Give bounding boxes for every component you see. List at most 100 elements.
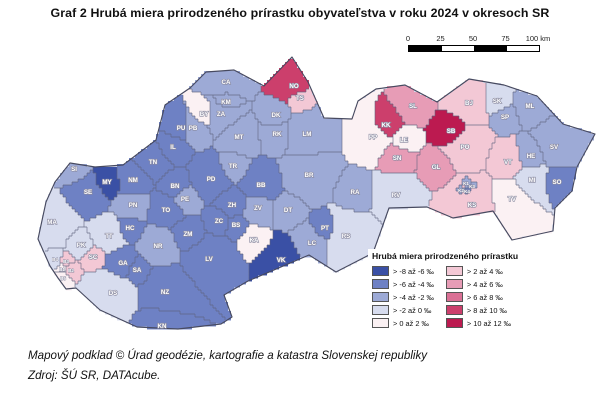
district-label-K2: K2 (458, 188, 464, 193)
page-title: Graf 2 Hrubá miera prirodzeného prírastk… (50, 6, 550, 20)
district-label-ML: ML (526, 103, 535, 110)
district-label-TO: TO (162, 207, 171, 214)
district-label-TN: TN (149, 159, 158, 166)
district-label-SB: SB (447, 128, 456, 135)
district-label-K1: K1 (463, 181, 469, 186)
legend-class-label: > 8 až 10 ‰ (466, 305, 507, 315)
district-label-KA: KA (250, 237, 259, 244)
district-label-IL: IL (170, 144, 176, 151)
district-label-RA: RA (351, 189, 360, 196)
scale-segment (441, 46, 474, 51)
district-label-LC: LC (308, 240, 317, 247)
district-label-PK: PK (77, 242, 86, 249)
source-note: Mapový podklad © Úrad geodézie, kartogra… (28, 346, 427, 385)
district-label-SV: SV (550, 144, 559, 151)
scale-segment (506, 46, 539, 51)
district-label-VT: VT (504, 159, 512, 166)
legend-item: > 4 až 6 ‰ (445, 279, 511, 289)
district-label-HC: HC (126, 225, 135, 232)
district-label-KS: KS (468, 202, 477, 209)
district-label-GL: GL (432, 164, 441, 171)
legend-swatch (445, 266, 463, 276)
district-label-TV: TV (508, 196, 517, 203)
district-label-B1: B1 (59, 267, 65, 272)
scale-tick-label: 100 km (525, 34, 551, 43)
district-label-ZC: ZC (215, 218, 224, 225)
legend-class-label: > -4 až -2 ‰ (393, 292, 434, 302)
district-label-TT: TT (105, 233, 113, 240)
legend-item: > 6 až 8 ‰ (445, 292, 511, 302)
legend-class-label: > -8 až -6 ‰ (393, 266, 434, 276)
district-label-K3: K3 (469, 184, 475, 189)
district-label-HE: HE (527, 153, 536, 160)
district-label-PE: PE (181, 196, 189, 203)
district-label-MA: MA (47, 219, 57, 226)
district-label-ZM: ZM (184, 231, 193, 238)
district-label-MY: MY (102, 179, 112, 186)
district-label-RK: RK (273, 131, 282, 138)
district-label-TR: TR (229, 163, 238, 170)
scale-segment (409, 46, 442, 51)
district-label-ZH: ZH (228, 202, 237, 209)
district-label-SL: SL (409, 103, 417, 110)
legend-swatch (372, 305, 389, 315)
legend-item: > -8 až -6 ‰ (372, 266, 434, 276)
legend-item: > 2 až 4 ‰ (445, 266, 511, 276)
district-label-B2: B2 (68, 268, 74, 273)
district-label-B4: B4 (52, 257, 58, 262)
legend-item: > 8 až 10 ‰ (445, 305, 511, 315)
scale-tick-label: 50 (468, 34, 478, 43)
district-label-ZV: ZV (254, 205, 263, 212)
scale-bar: 0 25 50 75 100 km (405, 34, 558, 52)
legend-item: > -4 až -2 ‰ (372, 292, 434, 302)
legend-class-label: > 6 až 8 ‰ (466, 292, 503, 302)
legend-title: Hrubá miera prirodzeného prírastku (372, 251, 519, 261)
district-label-BR: BR (305, 172, 314, 179)
district-label-BS: BS (232, 222, 241, 229)
district-label-PT: PT (321, 225, 329, 232)
district-label-SP: SP (501, 114, 509, 121)
district-label-B5: B5 (60, 276, 66, 281)
legend-item: > -2 až 0 ‰ (372, 305, 434, 315)
scale-tick-label: 75 (501, 34, 510, 43)
district-label-CA: CA (222, 79, 231, 86)
district-label-BY: BY (200, 111, 209, 118)
district-label-VK: VK (277, 257, 286, 264)
district-label-BB: BB (257, 182, 266, 189)
district-label-GA: GA (118, 260, 128, 267)
district-label-KK: KK (382, 122, 391, 129)
district-label-MI: MI (529, 177, 536, 184)
district-label-PD: PD (207, 176, 216, 183)
scale-tick-label: 0 (405, 34, 411, 43)
legend-swatch (445, 318, 463, 328)
legend-swatch (372, 266, 389, 276)
district-label-MT: MT (235, 134, 244, 141)
legend-swatch (372, 318, 389, 328)
district-label-PB: PB (189, 125, 198, 132)
district-label-NR: NR (154, 243, 163, 250)
district-label-SA: SA (133, 267, 142, 274)
district-label-SC: SC (89, 254, 98, 261)
district-label-KM: KM (221, 99, 231, 106)
district-label-K4: K4 (464, 189, 470, 194)
legend-column-negative: > -8 až -6 ‰ > -6 až -4 ‰ > -4 až -2 ‰ > -2… (372, 266, 434, 328)
legend-swatch (445, 305, 463, 315)
country-outline (37, 56, 596, 330)
district-label-LV: LV (205, 256, 213, 263)
district-label-DK: DK (272, 112, 281, 119)
legend-class-label: > -6 až -4 ‰ (393, 279, 434, 289)
legend-item: > 10 až 12 ‰ (445, 318, 511, 328)
district-label-DS: DS (109, 290, 118, 297)
district-label-PU: PU (177, 125, 186, 132)
district-label-SN: SN (393, 155, 402, 162)
legend-swatch (445, 279, 463, 289)
legend-column-positive: > 2 až 4 ‰ > 4 až 6 ‰ > 6 až 8 ‰ > 8 až 10 … (445, 266, 511, 328)
data-source: Zdroj: ŠÚ SR, DATAcube. (28, 368, 161, 382)
district-cells (39, 59, 594, 330)
legend-swatch (372, 292, 389, 302)
district-label-PP: PP (369, 134, 377, 141)
district-label-BJ: BJ (465, 100, 473, 107)
